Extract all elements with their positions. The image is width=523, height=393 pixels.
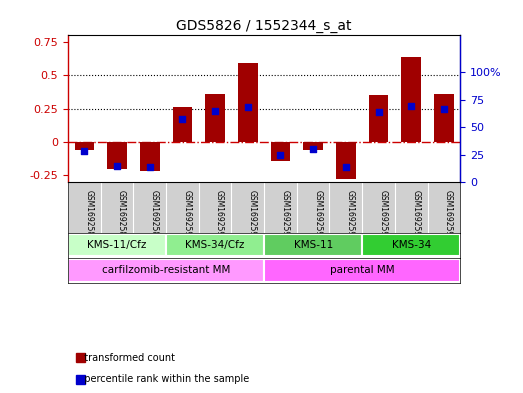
Point — [178, 116, 187, 123]
Text: GSM1692597: GSM1692597 — [411, 190, 420, 241]
Text: KMS-34: KMS-34 — [392, 240, 431, 250]
Bar — [238, 63, 257, 142]
Bar — [107, 142, 127, 169]
Text: GSM1692592: GSM1692592 — [248, 190, 257, 241]
Bar — [434, 94, 453, 142]
Bar — [303, 142, 323, 150]
Text: percentile rank within the sample: percentile rank within the sample — [78, 374, 249, 384]
Bar — [173, 107, 192, 142]
Text: KMS-34/Cfz: KMS-34/Cfz — [185, 240, 245, 250]
Text: GSM1692596: GSM1692596 — [379, 190, 388, 241]
Point — [211, 107, 219, 114]
Bar — [336, 142, 356, 180]
Text: GSM1692594: GSM1692594 — [313, 190, 322, 241]
FancyBboxPatch shape — [68, 234, 166, 257]
Text: GSM1692595: GSM1692595 — [346, 190, 355, 241]
Text: parental MM: parental MM — [330, 265, 394, 275]
Point — [309, 146, 317, 152]
FancyBboxPatch shape — [166, 234, 264, 257]
FancyBboxPatch shape — [68, 259, 264, 282]
Bar — [271, 142, 290, 161]
Point — [80, 148, 88, 154]
Bar — [74, 142, 94, 150]
Text: GSM1692589: GSM1692589 — [150, 190, 158, 241]
Point — [276, 151, 285, 158]
Text: GSM1692598: GSM1692598 — [444, 190, 453, 241]
FancyBboxPatch shape — [264, 259, 460, 282]
Text: GSM1692591: GSM1692591 — [215, 190, 224, 241]
Text: GSM1692590: GSM1692590 — [183, 190, 191, 241]
Bar — [402, 57, 421, 142]
Point — [244, 104, 252, 110]
Text: GSM1692588: GSM1692588 — [117, 190, 126, 241]
Point — [145, 163, 154, 170]
Point — [374, 108, 383, 115]
Text: GSM1692587: GSM1692587 — [84, 190, 93, 241]
Bar — [369, 95, 388, 142]
Point — [407, 103, 415, 109]
Bar — [206, 94, 225, 142]
Point — [342, 163, 350, 170]
Text: transformed count: transformed count — [78, 353, 175, 363]
Text: KMS-11: KMS-11 — [293, 240, 333, 250]
Title: GDS5826 / 1552344_s_at: GDS5826 / 1552344_s_at — [176, 19, 352, 33]
Bar — [140, 142, 160, 171]
Point — [440, 107, 448, 113]
FancyBboxPatch shape — [362, 234, 460, 257]
Text: KMS-11/Cfz: KMS-11/Cfz — [87, 240, 147, 250]
Text: carfilzomib-resistant MM: carfilzomib-resistant MM — [102, 265, 230, 275]
Text: GSM1692593: GSM1692593 — [280, 190, 289, 241]
FancyBboxPatch shape — [264, 234, 362, 257]
Point — [113, 162, 121, 169]
